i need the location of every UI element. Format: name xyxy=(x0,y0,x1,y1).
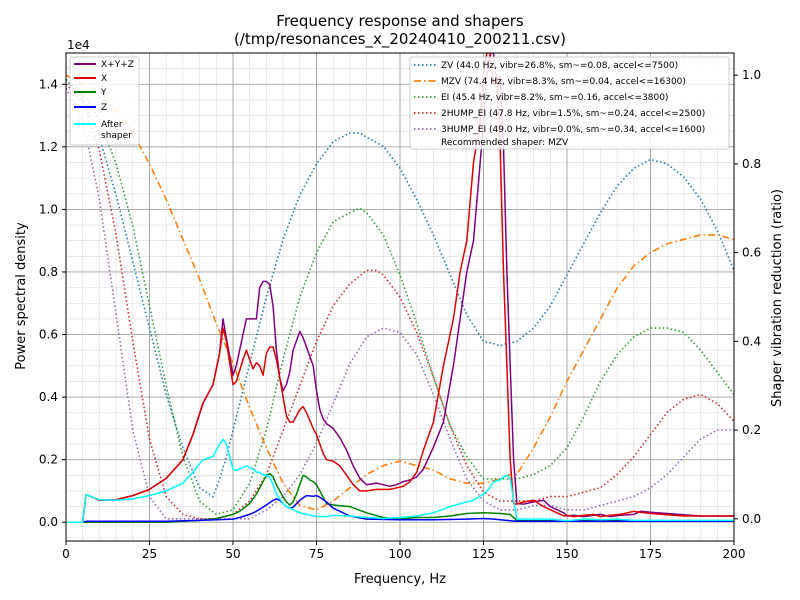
legend-psd-label: Y xyxy=(100,88,107,98)
y-tick-label: 1.4 xyxy=(39,77,58,91)
legend-shaper-label: MZV (74.4 Hz, vibr=8.3%, sm~=0.04, accel… xyxy=(441,77,686,87)
psd-line-z xyxy=(66,494,734,523)
y-tick-label: 0.6 xyxy=(39,328,58,342)
psd-line-x-y-z xyxy=(66,53,734,523)
y-tick-label: 1.0 xyxy=(39,202,58,216)
y2-tick-label: 1.0 xyxy=(742,68,761,82)
legend-shaper-label: 3HUMP_EI (49.0 Hz, vibr=0.0%, sm~=0.34, … xyxy=(441,125,705,135)
x-tick-label: 200 xyxy=(723,547,746,561)
y-tick-label: 1.2 xyxy=(39,140,58,154)
x-tick-label: 150 xyxy=(556,547,579,561)
legend-psd-label: After xyxy=(101,120,123,130)
x-tick-label: 25 xyxy=(142,547,157,561)
legend-shaper-box xyxy=(409,56,730,150)
x-tick-label: 75 xyxy=(309,547,324,561)
y2-axis-label: Shaper vibration reduction (ratio) xyxy=(770,189,785,407)
x-tick-label: 100 xyxy=(389,547,412,561)
legend-shaper-label: EI (45.4 Hz, vibr=8.2%, sm~=0.16, accel<… xyxy=(441,93,668,103)
y-tick-label: 0.4 xyxy=(39,390,58,404)
plot-area: 0 25 50 75 100 125 150 175 200 0.0 0.2 0.4 0.6 0.8 1.0… xyxy=(39,52,761,561)
y2-tick-label: 0.4 xyxy=(742,334,761,348)
legend-psd-label: Z xyxy=(101,103,107,113)
shaper-line-mzv xyxy=(66,74,734,511)
x-axis-label: Frequency, Hz xyxy=(354,572,446,587)
y-tick-label: 0.2 xyxy=(39,453,58,467)
psd-line-after-shaper xyxy=(66,438,734,523)
chart-subtitle: (/tmp/resonances_x_20240410_200211.csv) xyxy=(234,30,566,49)
shaper-line-ei xyxy=(66,78,734,516)
y2-tick-label: 0.8 xyxy=(742,157,761,171)
psd-line-y xyxy=(66,472,734,523)
legend-psd-label: shaper xyxy=(101,131,132,141)
x-tick-label: 50 xyxy=(225,547,240,561)
legend-psd-label: X xyxy=(101,74,107,84)
recommended-shaper-note: Recommended shaper: MZV xyxy=(441,138,569,148)
y-offset-text: 1e4 xyxy=(67,38,90,52)
x-tick-label: 175 xyxy=(639,547,662,561)
psd-line-x xyxy=(66,53,734,523)
shaper-line-3hump_ei xyxy=(66,88,734,520)
x-tick-label: 0 xyxy=(62,547,70,561)
shaper-line-2hump_ei xyxy=(66,83,734,520)
x-tick-label: 125 xyxy=(472,547,495,561)
y2-tick-label: 0.2 xyxy=(742,423,761,437)
legend-shaper-label: ZV (44.0 Hz, vibr=26.8%, sm~=0.08, accel… xyxy=(441,61,678,71)
legend-shaper-label: 2HUMP_EI (47.8 Hz, vibr=1.5%, sm~=0.24, … xyxy=(441,109,705,119)
y-tick-label: 0.0 xyxy=(39,515,58,529)
y2-tick-label: 0.6 xyxy=(742,246,761,260)
chart-title: Frequency response and shapers xyxy=(276,12,524,30)
y-axis-label: Power spectral density xyxy=(14,222,29,370)
y2-tick-label: 0.0 xyxy=(742,512,761,526)
y-tick-label: 0.8 xyxy=(39,265,58,279)
legend-psd-label: X+Y+Z xyxy=(101,60,134,70)
